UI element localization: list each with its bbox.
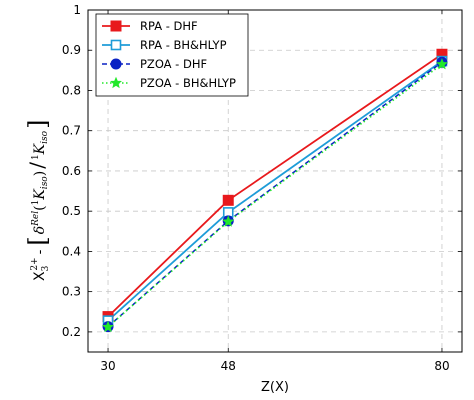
ylabel-k: K <box>32 188 48 201</box>
point-marker-square <box>110 20 122 32</box>
ylabel-one-b: 1 <box>31 154 41 160</box>
ylabel-prefix: X <box>32 271 48 281</box>
ylabel-delta: δ <box>32 226 48 234</box>
legend-label: RPA - BH&HLYP <box>140 38 227 52</box>
point-marker-star <box>110 76 122 89</box>
y-tick-label: 0.6 <box>62 164 81 178</box>
x-ticks: 30 48 80 <box>100 10 450 373</box>
y-tick-label: 0.8 <box>62 83 81 97</box>
legend-label: RPA - DHF <box>140 19 198 33</box>
y-tick-label: 0.7 <box>62 124 81 138</box>
y-tick-label: 0.4 <box>62 244 81 258</box>
x-tick-label: 80 <box>434 359 449 373</box>
ylabel-dash: - <box>32 249 48 254</box>
point-marker-circle <box>110 58 122 70</box>
y-tick-label: 0.9 <box>62 43 81 57</box>
series-line-2 <box>107 61 443 328</box>
x-axis-label: Z(X) <box>261 380 289 395</box>
ylabel-paren-close: ) <box>32 171 48 176</box>
ylabel-slash: / <box>25 162 49 169</box>
y-tick-label: 1 <box>73 3 81 17</box>
y-tick-label: 0.2 <box>62 325 81 339</box>
x-tick-label: 30 <box>100 359 115 373</box>
point-marker-open-square <box>110 39 122 51</box>
y-ticks: 0.2 0.3 0.4 0.5 0.6 0.7 0.8 0.9 1 <box>62 3 462 339</box>
legend: RPA - DHF RPA - BH&HLYP PZOA - DHF PZOA - B… <box>95 13 249 97</box>
legend-label: PZOA - DHF <box>140 57 207 71</box>
y-tick-label: 0.3 <box>62 285 81 299</box>
svg-text:X32+-[δRel(1Kiso)/1Kiso]: X32+-[δRel(1Kiso)/1Kiso] <box>24 120 52 281</box>
ylabel-k-b: K <box>32 142 48 155</box>
y-axis-label: X32+-[δRel(1Kiso)/1Kiso] <box>24 120 52 281</box>
y-tick-label: 0.5 <box>62 204 81 218</box>
series-markers <box>102 48 448 333</box>
series-line-3 <box>107 63 443 328</box>
plot-frame <box>87 9 463 353</box>
ylabel-one: 1 <box>31 200 41 206</box>
point-marker-star <box>102 320 115 333</box>
legend-label: PZOA - BH&HLYP <box>140 76 236 90</box>
ylabel-paren-open: ( <box>32 205 48 210</box>
point-marker-square <box>222 194 234 206</box>
ylabel-sup: 2+ <box>30 257 40 270</box>
ylabel-sub: 3 <box>41 265 51 271</box>
ylabel-rel: Rel <box>31 211 41 227</box>
ylabel-iso: iso <box>40 176 50 189</box>
point-marker-star <box>435 58 448 70</box>
x-tick-label: 48 <box>221 359 236 373</box>
ylabel-iso-b: iso <box>40 130 50 143</box>
point-marker-star <box>222 215 235 227</box>
